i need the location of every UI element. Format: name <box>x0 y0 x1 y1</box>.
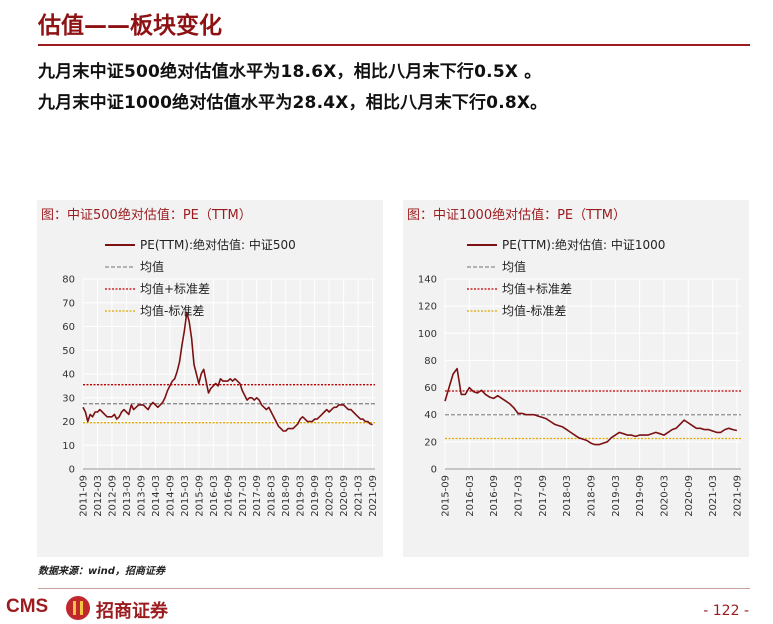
x-tick-label: 2020-03 <box>659 475 670 517</box>
headline-csi1000: 九月末中证1000绝对估值水平为28.4X，相比八月末下行0.8X。 <box>38 93 548 113</box>
chart-csi500: 0 10 20 30 40 50 60 70 80 2011-09 2012-03 2012-09 20… <box>62 237 379 517</box>
pe-series-line <box>444 367 738 446</box>
x-tick-label: 2021-09 <box>732 475 743 517</box>
y-tick-label: 100 <box>418 329 437 340</box>
y-tick-label: 50 <box>62 346 75 357</box>
y-tick-label: 40 <box>62 370 75 381</box>
x-tick-label: 2021-03 <box>354 475 365 517</box>
x-tick-label: 2018-03 <box>267 475 278 517</box>
x-tick-label: 2012-03 <box>93 475 104 517</box>
x-tick-label: 2015-09 <box>440 475 451 517</box>
page-title: 估值——板块变化 <box>38 13 222 39</box>
cms-emblem-icon <box>66 596 90 620</box>
y-tick-label: 20 <box>62 417 75 428</box>
title-divider <box>38 44 750 46</box>
x-tick-label: 2016-03 <box>209 475 220 517</box>
y-tick-label: 0 <box>431 465 437 476</box>
x-tick-label: 2015-09 <box>194 475 205 517</box>
y-tick-label: 0 <box>69 465 75 476</box>
y-tick-label: 120 <box>418 302 437 313</box>
x-tick-label: 2019-03 <box>611 475 622 517</box>
chart-panel-csi1000: 图：中证1000绝对估值：PE（TTM） 0 20 40 60 80 100 120 140 2… <box>403 200 749 557</box>
x-tick-label: 2019-09 <box>310 475 321 517</box>
y-tick-label: 60 <box>424 383 437 394</box>
x-tick-label: 2020-09 <box>684 475 695 517</box>
x-tick-label: 2020-03 <box>325 475 336 517</box>
cms-logo-cn: 招商证券 <box>96 601 168 622</box>
x-tick-label: 2021-09 <box>368 475 379 517</box>
chart-panel-csi500: 图：中证500绝对估值：PE（TTM） 0 10 20 30 40 50 60 70 80 201… <box>37 200 383 557</box>
legend-label: PE(TTM):绝对估值: 中证1000 <box>502 237 665 252</box>
legend-label: 均值 <box>140 259 164 274</box>
y-tick-label: 20 <box>424 437 437 448</box>
pe-series-line <box>82 311 373 432</box>
x-tick-label: 2018-03 <box>562 475 573 517</box>
y-tick-label: 140 <box>418 275 437 286</box>
x-tick-label: 2016-09 <box>223 475 234 517</box>
legend-label: 均值+标准差 <box>140 281 210 296</box>
x-tick-label: 2017-03 <box>513 475 524 517</box>
cms-logo: CMS <box>6 596 49 617</box>
legend-label: 均值 <box>502 259 526 274</box>
x-tick-label: 2013-09 <box>136 475 147 517</box>
legend-label: 均值-标准差 <box>502 303 566 318</box>
x-tick-label: 2021-03 <box>708 475 719 517</box>
x-tick-label: 2019-03 <box>296 475 307 517</box>
y-tick-label: 30 <box>62 393 75 404</box>
x-tick-label: 2017-09 <box>538 475 549 517</box>
chart-title: 图：中证1000绝对估值：PE（TTM） <box>407 208 627 223</box>
x-tick-label: 2014-03 <box>151 475 162 517</box>
legend-label: 均值-标准差 <box>140 303 204 318</box>
x-tick-label: 2015-03 <box>180 475 191 517</box>
x-tick-label: 2017-03 <box>238 475 249 517</box>
chart-csi1000: 0 20 40 60 80 100 120 140 2015-09 2016-03 2016-09 2… <box>418 237 744 517</box>
y-tick-label: 80 <box>62 275 75 286</box>
x-tick-label: 2017-09 <box>252 475 263 517</box>
x-tick-label: 2016-03 <box>465 475 476 517</box>
x-tick-label: 2019-09 <box>635 475 646 517</box>
legend-label: PE(TTM):绝对估值: 中证500 <box>140 237 296 252</box>
y-tick-label: 70 <box>62 298 75 309</box>
x-tick-label: 2011-09 <box>78 475 89 517</box>
x-tick-label: 2020-09 <box>339 475 350 517</box>
y-tick-label: 60 <box>62 322 75 333</box>
x-tick-label: 2016-09 <box>489 475 500 517</box>
x-tick-label: 2012-09 <box>107 475 118 517</box>
legend-label: 均值+标准差 <box>502 281 572 296</box>
chart-title: 图：中证500绝对估值：PE（TTM） <box>41 208 252 223</box>
x-tick-label: 2018-09 <box>281 475 292 517</box>
page-number: - 122 - <box>703 603 749 619</box>
x-tick-label: 2013-03 <box>122 475 133 517</box>
headline-csi500: 九月末中证500绝对估值水平为18.6X，相比八月末下行0.5X 。 <box>38 62 542 82</box>
data-source: 数据来源：wind，招商证券 <box>38 566 165 577</box>
y-tick-label: 40 <box>424 410 437 421</box>
x-tick-label: 2014-09 <box>165 475 176 517</box>
y-tick-label: 80 <box>424 356 437 367</box>
y-tick-label: 10 <box>62 441 75 452</box>
footer-divider <box>38 588 750 589</box>
x-tick-label: 2018-09 <box>586 475 597 517</box>
